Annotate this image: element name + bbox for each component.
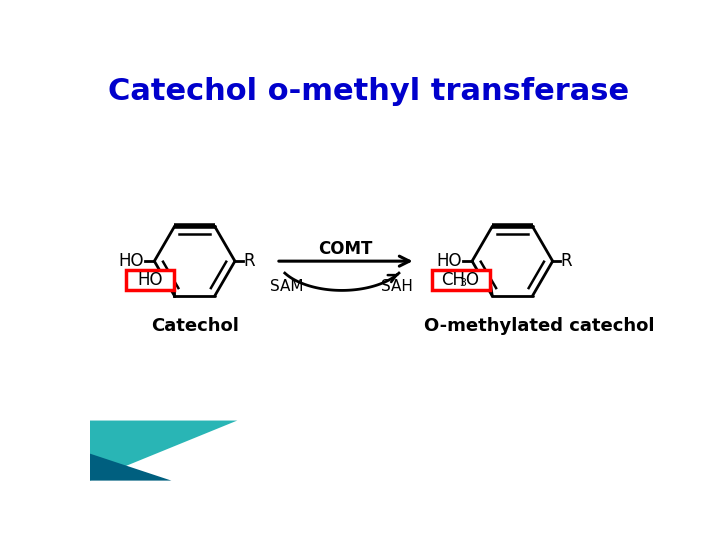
- Text: O-methylated catechol: O-methylated catechol: [424, 317, 654, 335]
- Bar: [127, 269, 174, 289]
- Text: SAM: SAM: [269, 279, 303, 294]
- Polygon shape: [90, 454, 171, 481]
- Text: R: R: [561, 252, 572, 270]
- Text: SAH: SAH: [382, 279, 413, 294]
- Bar: [432, 269, 490, 289]
- Text: COMT: COMT: [318, 240, 373, 258]
- Text: HO: HO: [118, 252, 144, 270]
- Text: 3: 3: [459, 278, 466, 288]
- Text: R: R: [243, 252, 255, 270]
- Text: Catechol o-methyl transferase: Catechol o-methyl transferase: [109, 77, 629, 106]
- Text: Catechol: Catechol: [150, 317, 238, 335]
- Text: HO: HO: [138, 271, 163, 289]
- Polygon shape: [90, 421, 238, 481]
- Text: O: O: [465, 271, 478, 289]
- Text: CH: CH: [441, 271, 465, 289]
- Text: HO: HO: [436, 252, 462, 270]
